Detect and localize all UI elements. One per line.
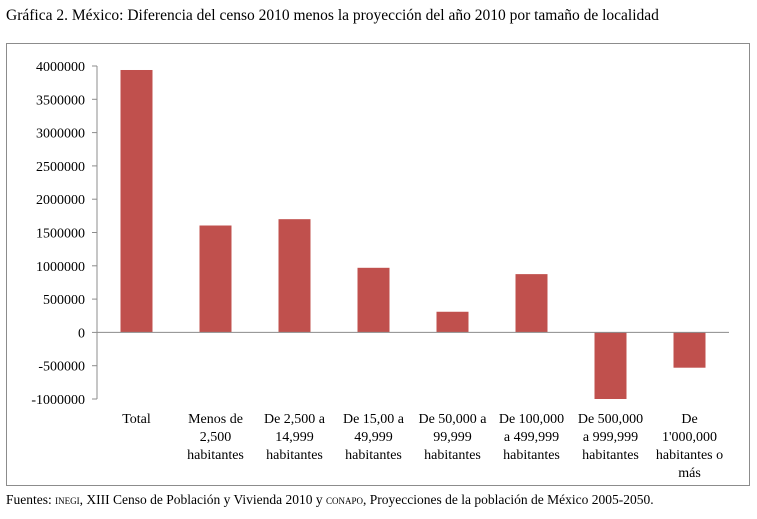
source-conapo: conapo (326, 492, 364, 507)
bar (199, 225, 232, 333)
x-category-label: De 100,000 a 499,999 habitantes (499, 412, 564, 463)
source-note: Fuentes: inegi, XIII Censo de Población … (6, 492, 751, 508)
x-category-label: De 50,000 a 99,999 habitantes (418, 412, 487, 463)
source-suffix: , Proyecciones de la población de México… (363, 492, 654, 507)
y-tick-label: 2500000 (36, 160, 85, 175)
y-tick-label: 3500000 (36, 93, 85, 108)
bar (436, 311, 469, 333)
x-category-label: De 15,00 a 49,999 habitantes (343, 412, 405, 463)
bar (515, 274, 548, 333)
bar (278, 219, 311, 333)
y-tick-label: -500000 (38, 360, 85, 375)
x-category-label: Total (122, 412, 151, 427)
bar (594, 332, 627, 399)
y-tick-label: 3000000 (36, 127, 85, 142)
x-category-label: De 1'000,000 habitantes o más (656, 412, 723, 481)
y-tick-label: 2000000 (36, 193, 85, 208)
y-tick-label: 0 (78, 326, 85, 341)
y-tick-label: 4000000 (36, 60, 85, 75)
y-tick-label: 1500000 (36, 227, 85, 242)
y-tick-label: 1000000 (36, 260, 85, 275)
x-category-label: De 2,500 a 14,999 habitantes (264, 412, 326, 463)
y-tick-label: 500000 (43, 293, 85, 308)
bar (673, 332, 706, 368)
x-category-label: Menos de 2,500 habitantes (187, 412, 244, 463)
x-category-label: De 500,000 a 999,999 habitantes (578, 412, 643, 463)
bar (120, 69, 153, 333)
source-inegi: inegi (55, 492, 80, 507)
chart-frame (6, 43, 750, 486)
bar (357, 267, 390, 333)
chart-title: Gráfica 2. México: Diferencia del censo … (6, 7, 659, 24)
source-mid: , XIII Censo de Población y Vivienda 201… (79, 492, 327, 507)
source-prefix: Fuentes: (6, 492, 56, 507)
y-tick-label: -1000000 (31, 393, 85, 408)
